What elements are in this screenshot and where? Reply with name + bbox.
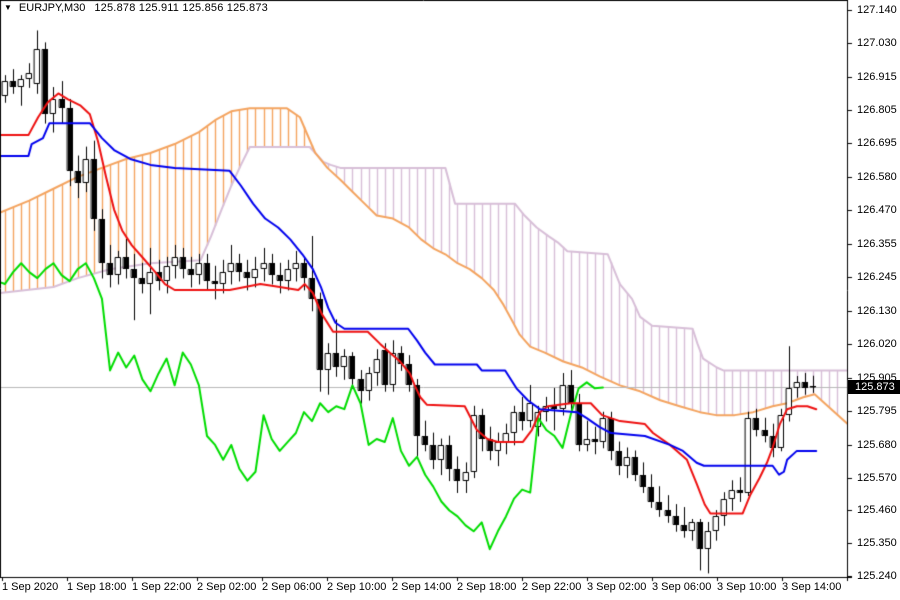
- current-price-tag: 125.873: [848, 380, 900, 394]
- symbol-marker-icon[interactable]: ▼: [4, 3, 12, 12]
- chart-title: ▼ EURJPY,M30 125.878 125.911 125.856 125.8…: [4, 2, 268, 16]
- ohlc-values: 125.878 125.911 125.856 125.873: [94, 2, 268, 14]
- symbol-timeframe-label: EURJPY,M30: [18, 2, 86, 14]
